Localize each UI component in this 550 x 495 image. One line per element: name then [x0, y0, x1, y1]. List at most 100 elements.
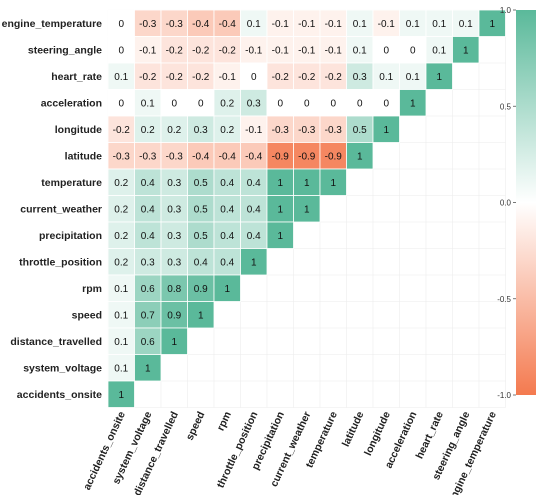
heatmap-cell [240, 115, 268, 143]
cell-value-label: -0.3 [139, 151, 157, 162]
row-label: accidents_onsite [17, 389, 102, 401]
cell-value-label: 0.9 [194, 284, 208, 295]
row-label: distance_travelled [10, 336, 102, 348]
cell-value-label: 0.3 [167, 257, 181, 268]
cell-value-label: 1 [463, 45, 469, 56]
heatmap-cell [134, 36, 162, 64]
cell-value-label: 0.1 [114, 310, 128, 321]
cell-value-label: 0.4 [220, 178, 234, 189]
heatmap-cell [293, 62, 321, 90]
cell-value-label: -0.4 [192, 151, 210, 162]
row-label: rpm [82, 283, 102, 295]
cell-value-label: -0.2 [298, 72, 316, 83]
heatmap-cell [399, 62, 427, 90]
cell-value-label: -0.2 [166, 45, 184, 56]
heatmap-cell [134, 248, 162, 276]
cell-value-label: -0.2 [192, 45, 210, 56]
heatmap-cell [107, 221, 135, 249]
row-label: longitude [55, 124, 102, 136]
heatmap-cell [399, 36, 427, 64]
cell-value-label: -0.1 [139, 45, 157, 56]
cell-value-label: 0.4 [141, 231, 155, 242]
cell-value-label: 0.4 [220, 231, 234, 242]
cell-value-label: 0.4 [247, 231, 261, 242]
cell-value-label: 0.4 [247, 204, 261, 215]
heatmap-cell [160, 168, 188, 196]
heatmap-cell [293, 115, 321, 143]
cell-value-label: -0.1 [298, 45, 316, 56]
row-labels: engine_temperature steering_angle heart_ra… [2, 18, 103, 401]
cell-value-label: 0.5 [194, 178, 208, 189]
cell-value-label: 0.1 [247, 19, 261, 30]
heatmap-cell [399, 9, 427, 37]
heatmap-cell [107, 115, 135, 143]
cell-value-label: 0.4 [220, 204, 234, 215]
cell-value-label: -0.2 [166, 72, 184, 83]
cell-value-label: -0.4 [219, 19, 237, 30]
heatmap-cell [107, 142, 135, 170]
heatmap-cell [425, 62, 453, 90]
cell-value-label: 0.1 [114, 363, 128, 374]
cell-value-label: 0.2 [114, 204, 128, 215]
heatmap-cell [372, 36, 400, 64]
heatmap-cell [293, 142, 321, 170]
heatmap-cell [346, 62, 374, 90]
heatmap-cell [187, 301, 215, 329]
heatmap-cell [107, 89, 135, 117]
heatmap-cell [213, 62, 241, 90]
row-label: throttle_position [19, 256, 102, 268]
cell-value-label: -0.1 [272, 19, 290, 30]
heatmap-cells: 0 -0.3 -0.3 -0.4 -0.4 0.1 -0.1 -0.1 -0.1 0.1 -0.1 0… [107, 9, 506, 408]
cell-value-label: 0.2 [220, 98, 234, 109]
heatmap-cell [107, 380, 135, 408]
cell-value-label: 1 [304, 178, 310, 189]
heatmap-cell [134, 9, 162, 37]
heatmap-cell [319, 36, 347, 64]
heatmap-cell [187, 9, 215, 37]
cell-value-label: -0.4 [219, 151, 237, 162]
heatmap-cell [240, 36, 268, 64]
cell-value-label: 0 [383, 45, 389, 56]
heatmap-cell [134, 301, 162, 329]
cell-value-label: 0.4 [141, 204, 155, 215]
heatmap-cell [134, 354, 162, 382]
cell-value-label: -0.4 [245, 151, 263, 162]
cell-value-label: -0.1 [298, 19, 316, 30]
heatmap-cell [240, 89, 268, 117]
legend: 1.0 0.5 0.0 -0.5 -1.0 [497, 6, 536, 400]
cell-value-label: -0.9 [298, 151, 316, 162]
cell-value-label: 0.5 [194, 204, 208, 215]
heatmap-cell [160, 62, 188, 90]
cell-value-label: 0 [118, 98, 124, 109]
legend-tick-label: 0.5 [500, 102, 512, 111]
heatmap-cell [213, 89, 241, 117]
cell-value-label: 0.1 [406, 72, 420, 83]
cell-value-label: 0.3 [167, 231, 181, 242]
column-labels: accidents_onsitesystem_voltagedistance_t… [81, 410, 499, 495]
heatmap-cell [107, 9, 135, 37]
heatmap-cell [266, 62, 294, 90]
cell-value-label: 0.3 [167, 204, 181, 215]
heatmap-cell [160, 36, 188, 64]
heatmap-cell [372, 115, 400, 143]
cell-value-label: 1 [304, 204, 310, 215]
cell-value-label: 0.8 [167, 284, 181, 295]
heatmap-cell [107, 248, 135, 276]
heatmap-cell [478, 9, 506, 37]
cell-value-label: 0.3 [353, 72, 367, 83]
cell-value-label: 1 [436, 72, 442, 83]
cell-value-label: 0.4 [220, 257, 234, 268]
cell-value-label: 1 [357, 151, 363, 162]
cell-value-label: -0.2 [139, 72, 157, 83]
cell-value-label: -0.3 [166, 151, 184, 162]
heatmap-cell [266, 9, 294, 37]
row-label: heart_rate [51, 71, 102, 83]
row-label: current_weather [20, 203, 102, 215]
heatmap-cell [319, 168, 347, 196]
cell-value-label: 0.1 [379, 72, 393, 83]
cell-value-label: -0.1 [325, 45, 343, 56]
row-label: system_voltage [23, 362, 102, 374]
cell-value-label: 0.3 [167, 178, 181, 189]
